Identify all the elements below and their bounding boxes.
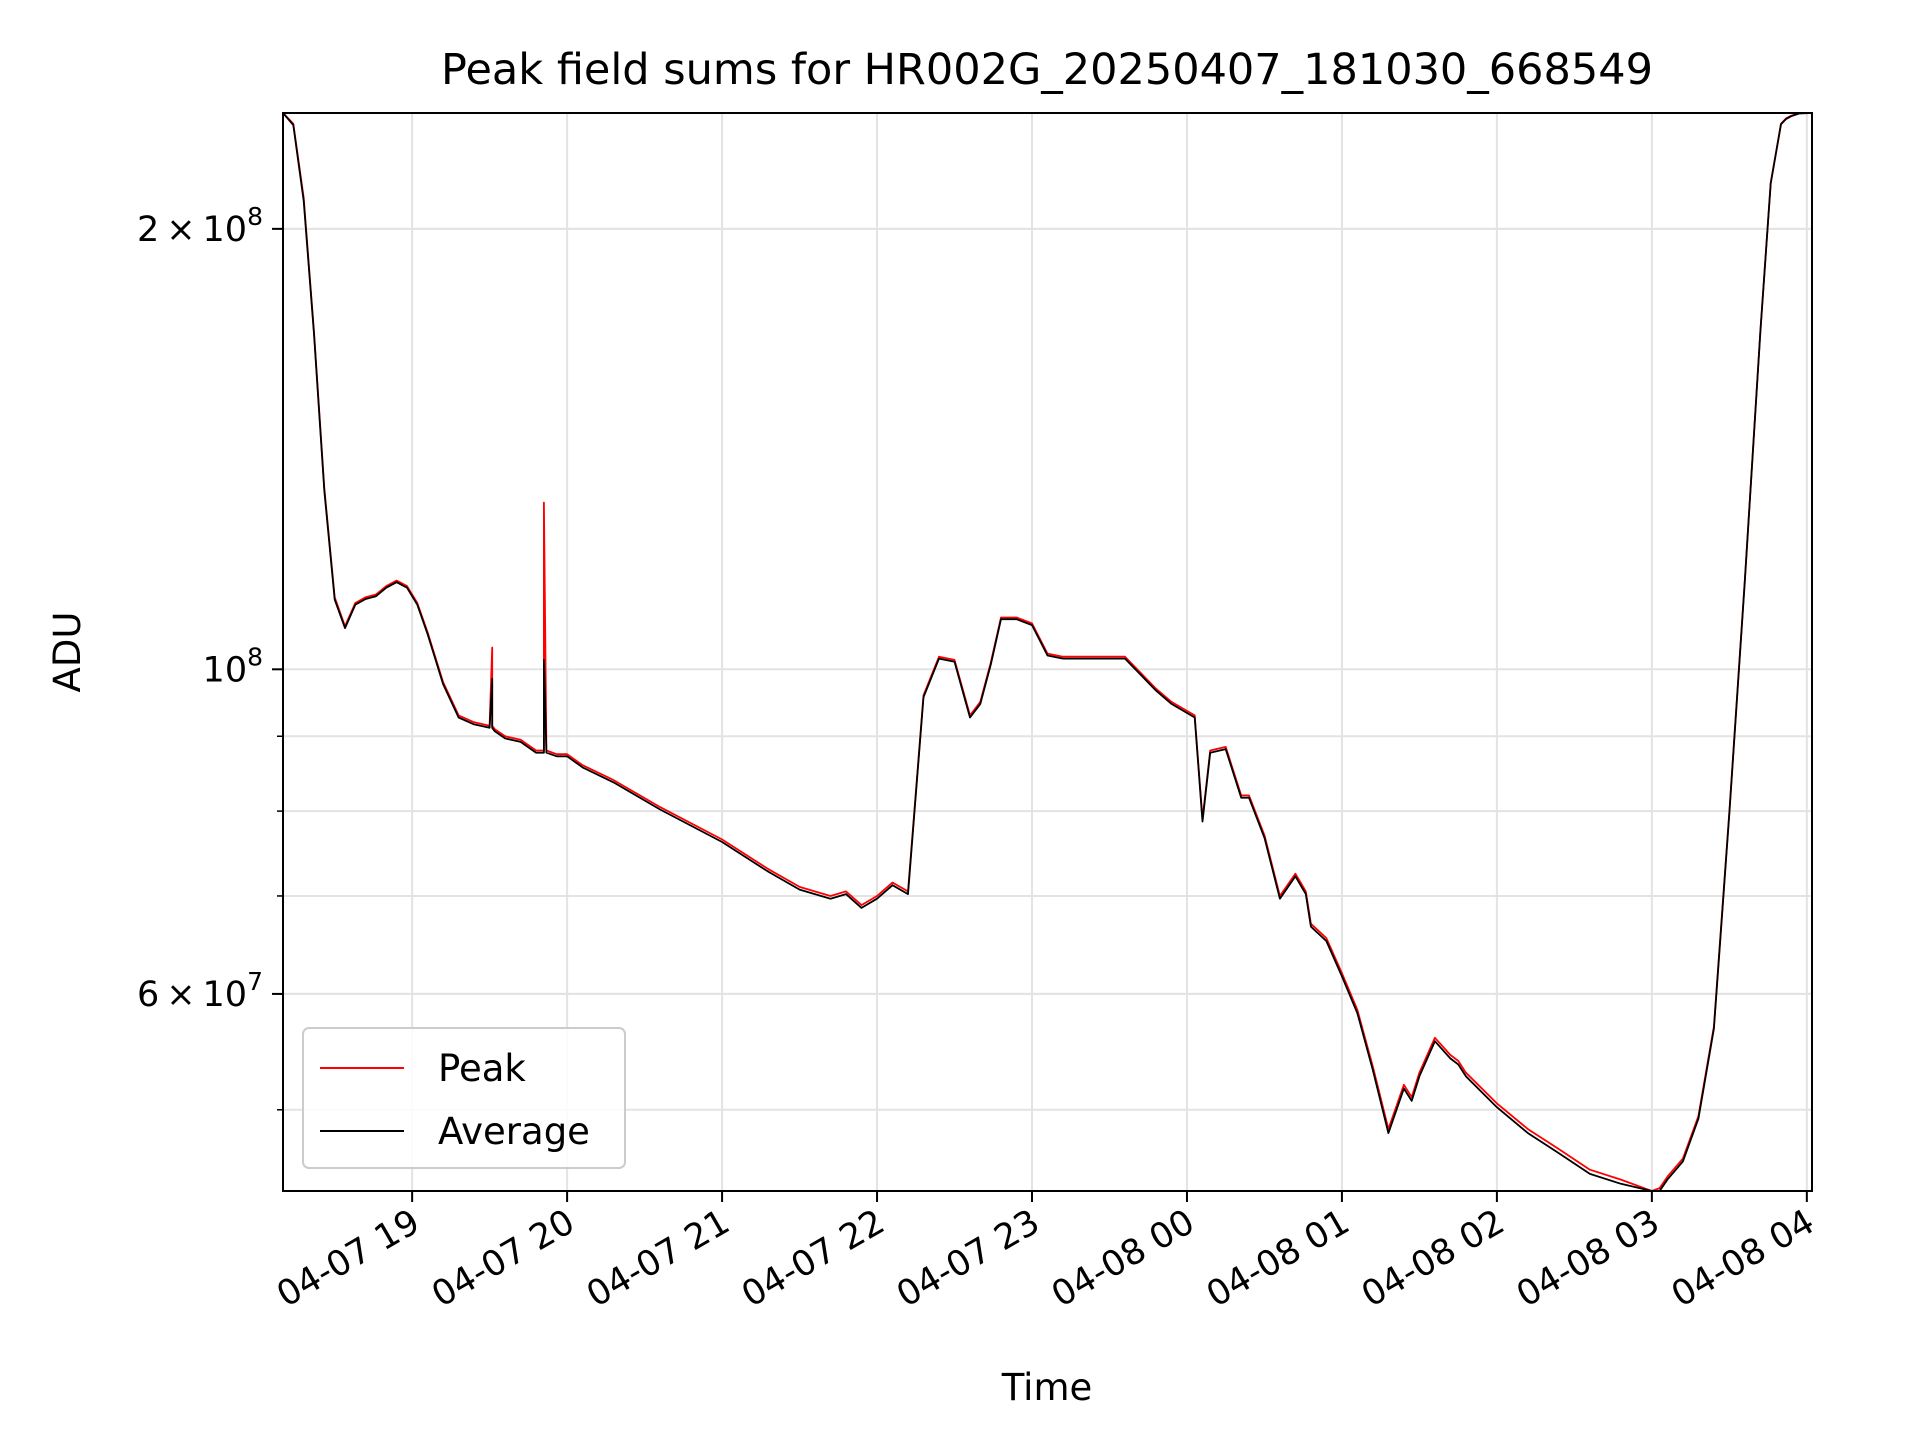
legend: Peak Average bbox=[302, 1027, 626, 1169]
series-line-average bbox=[282, 112, 1813, 1192]
y-axis-label: ADU bbox=[46, 612, 89, 693]
grid-layer bbox=[283, 113, 1812, 1191]
legend-box bbox=[302, 1027, 626, 1169]
y-tick-label: 6 × 107 bbox=[137, 967, 263, 1015]
series-line-peak bbox=[282, 112, 1812, 1192]
y-tick-label: 108 bbox=[203, 642, 263, 690]
plot-frame bbox=[282, 112, 1813, 1192]
series-layer bbox=[282, 112, 1813, 1192]
chart-title: Peak field sums for HR002G_20250407_1810… bbox=[441, 45, 1653, 95]
y-tick-label: 2 × 108 bbox=[137, 202, 263, 250]
y-axis: 108 2 × 108 6 × 107 bbox=[137, 202, 283, 1111]
x-axis-label: Time bbox=[1001, 1366, 1093, 1409]
legend-label: Average bbox=[438, 1110, 590, 1153]
legend-label: Peak bbox=[438, 1047, 526, 1090]
